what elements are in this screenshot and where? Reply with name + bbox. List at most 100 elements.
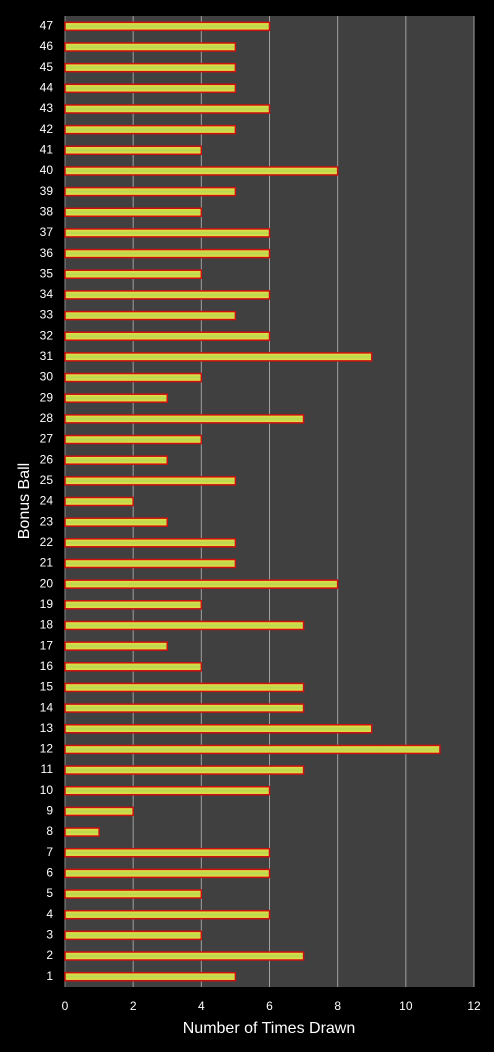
- bar: [64, 393, 168, 403]
- y-tick-label: 46: [40, 39, 54, 53]
- bar: [64, 352, 373, 362]
- y-tick-label: 16: [40, 659, 54, 673]
- y-tick-label: 6: [46, 866, 53, 880]
- x-tick-label: 0: [62, 999, 69, 1013]
- y-tick-label: 47: [40, 19, 54, 33]
- bar: [64, 558, 237, 569]
- y-tick-label: 27: [40, 432, 54, 446]
- y-tick-label: 23: [40, 514, 54, 528]
- bar: [64, 765, 305, 775]
- y-tick-label: 36: [40, 246, 54, 260]
- bar: [64, 331, 271, 341]
- y-tick-label: 41: [40, 142, 54, 156]
- bar: [64, 248, 271, 259]
- y-tick-label: 1: [46, 969, 53, 983]
- bar: [64, 682, 305, 693]
- y-tick-label: 26: [40, 452, 54, 466]
- bar: [64, 785, 271, 796]
- y-tick-label: 39: [40, 184, 54, 198]
- bar: [64, 538, 237, 548]
- bar: [64, 641, 168, 651]
- bar: [64, 951, 305, 961]
- y-tick-label: 37: [40, 225, 54, 239]
- y-tick-label: 29: [40, 390, 54, 404]
- y-tick-label: 10: [40, 783, 54, 797]
- y-tick-label: 2: [46, 948, 53, 962]
- bar: [64, 310, 237, 321]
- y-tick-label: 40: [40, 163, 54, 177]
- y-tick-label: 34: [40, 287, 54, 301]
- y-tick-label: 45: [40, 60, 54, 74]
- y-tick-label: 31: [40, 349, 54, 363]
- bar: [64, 744, 441, 755]
- bar: [64, 166, 339, 176]
- bar: [64, 455, 168, 465]
- bar: [64, 662, 203, 672]
- y-tick-label: 33: [40, 308, 54, 322]
- bar: [64, 62, 237, 73]
- y-tick-label: 24: [40, 494, 54, 508]
- y-tick-label: 13: [40, 721, 54, 735]
- x-tick-label: 6: [266, 999, 273, 1013]
- bar: [64, 124, 237, 135]
- y-axis-title: Bonus Ball: [16, 463, 33, 540]
- bar: [64, 620, 305, 631]
- y-tick-label: 35: [40, 266, 54, 280]
- bar: [64, 434, 203, 445]
- bar: [64, 930, 203, 941]
- y-tick-label: 28: [40, 411, 54, 425]
- bar: [64, 269, 203, 279]
- bar: [64, 724, 373, 734]
- y-tick-label: 12: [40, 742, 54, 756]
- x-tick-label: 4: [198, 999, 205, 1013]
- bar: [64, 517, 168, 527]
- bar: [64, 290, 271, 300]
- y-tick-label: 18: [40, 618, 54, 632]
- y-tick-label: 38: [40, 204, 54, 218]
- bar: [64, 806, 134, 817]
- y-tick-label: 17: [40, 638, 54, 652]
- bar: [64, 827, 100, 837]
- bar: [64, 847, 271, 858]
- bar: [64, 579, 339, 589]
- y-tick-label: 21: [40, 556, 54, 570]
- x-tick-label: 10: [399, 999, 413, 1013]
- y-tick-label: 19: [40, 597, 54, 611]
- bar: [64, 909, 271, 920]
- bar: [64, 703, 305, 713]
- y-tick-label: 14: [40, 700, 54, 714]
- bar: [64, 104, 271, 114]
- y-tick-label: 30: [40, 370, 54, 384]
- y-tick-label: 3: [46, 928, 53, 942]
- bar: [64, 145, 203, 156]
- y-tick-label: 20: [40, 576, 54, 590]
- y-tick-label: 5: [46, 886, 53, 900]
- bar: [64, 372, 203, 383]
- bar: [64, 186, 237, 197]
- bar: [64, 21, 271, 32]
- y-tick-label: 44: [40, 80, 54, 94]
- y-tick-label: 42: [40, 122, 54, 136]
- bar: [64, 228, 271, 238]
- y-tick-label: 11: [41, 762, 54, 776]
- bar: [64, 476, 237, 486]
- bar: [64, 600, 203, 610]
- bar: [64, 207, 203, 218]
- y-tick-label: 43: [40, 101, 54, 115]
- bar: [64, 496, 134, 507]
- bar: [64, 889, 203, 899]
- x-tick-label: 2: [130, 999, 137, 1013]
- bar: [64, 971, 237, 982]
- bar: [64, 414, 305, 424]
- bar: [64, 42, 237, 52]
- y-tick-label: 22: [40, 535, 54, 549]
- y-tick-label: 15: [40, 680, 54, 694]
- x-axis-title: Number of Times Drawn: [183, 1020, 356, 1037]
- y-tick-label: 25: [40, 473, 54, 487]
- y-tick-label: 8: [46, 824, 53, 838]
- x-tick-label: 8: [334, 999, 341, 1013]
- x-tick-label: 12: [467, 999, 481, 1013]
- y-tick-label: 4: [46, 907, 53, 921]
- y-tick-label: 7: [46, 845, 53, 859]
